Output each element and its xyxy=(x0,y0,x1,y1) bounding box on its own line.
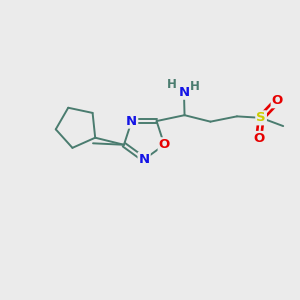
Text: O: O xyxy=(253,132,264,145)
Text: N: N xyxy=(139,153,150,166)
Text: N: N xyxy=(178,86,190,99)
Text: S: S xyxy=(256,111,266,124)
Text: O: O xyxy=(272,94,283,107)
Text: N: N xyxy=(126,115,137,128)
Text: H: H xyxy=(190,80,200,93)
Text: O: O xyxy=(159,138,170,151)
Text: H: H xyxy=(167,78,176,92)
